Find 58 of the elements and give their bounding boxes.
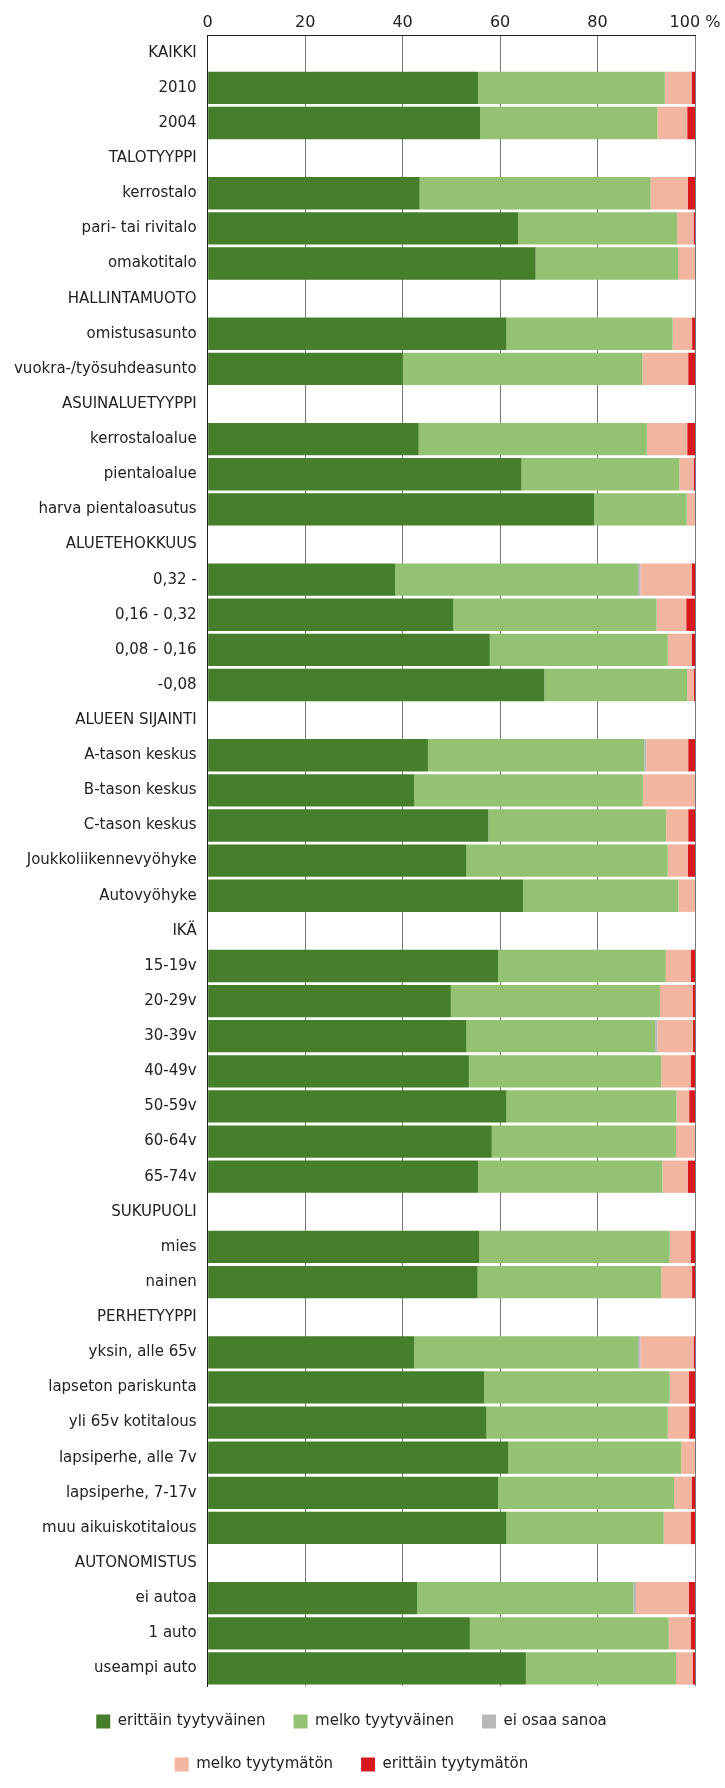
y-tick-label: 2004 [158, 112, 197, 131]
y-tick-label: 0,08 - 0,16 [114, 639, 197, 658]
x-tick-label: 100 % [669, 11, 721, 31]
y-tick-label: Autovyöhyke [99, 885, 197, 904]
y-tick-label: lapseton pariskunta [48, 1377, 197, 1396]
y-tick-label: kerrostalo [122, 183, 197, 202]
y-tick-label: pientaloalue [103, 464, 197, 483]
y-tick-label: C-tason keskus [83, 815, 197, 834]
y-tick-label: IKÄ [172, 919, 198, 939]
y-tick-label: B-tason keskus [83, 780, 197, 799]
legend-label: melko tyytyväinen [315, 1711, 455, 1730]
y-tick-label: useampi auto [94, 1658, 197, 1677]
x-tick-label: 60 [489, 11, 511, 31]
y-tick-label: 20-29v [144, 990, 197, 1009]
y-tick-label: 50-59v [144, 1096, 197, 1115]
y-tick-label: AUTONOMISTUS [74, 1552, 197, 1571]
y-tick-label: mies [160, 1236, 197, 1255]
x-tick-label: 80 [587, 11, 608, 31]
legend-label: erittäin tyytymätön [382, 1754, 529, 1773]
y-tick-label: harva pientaloasutus [38, 499, 197, 518]
y-tick-label: Joukkoliikennevyöhyke [25, 850, 197, 869]
legend-label: ei osaa sanoa [503, 1711, 607, 1730]
y-tick-label: 60-64v [144, 1131, 197, 1150]
y-tick-label: 40-49v [144, 1061, 197, 1080]
y-tick-label: TALOTYYPPI [107, 148, 197, 167]
y-tick-label: -0,08 [157, 674, 197, 693]
y-tick-label: lapsiperhe, alle 7v [58, 1447, 197, 1466]
y-tick-label: 15-19v [144, 955, 197, 974]
y-tick-label: PERHETYYPPI [96, 1307, 197, 1326]
y-tick-label: 0,32 - [153, 569, 197, 588]
y-tick-label: 65-74v [144, 1166, 197, 1185]
y-tick-label: ALUEEN SIJAINTI [75, 710, 197, 728]
y-tick-label: omistusasunto [86, 323, 197, 342]
y-tick-label: omakotitalo [107, 253, 197, 272]
y-tick-label: vuokra-/työsuhdeasunto [13, 358, 197, 377]
legend-label: erittäin tyytyväinen [117, 1711, 266, 1730]
y-tick-label: 2010 [158, 77, 197, 96]
y-tick-label: 30-39v [144, 1026, 197, 1045]
y-tick-label: HALLINTAMUOTO [67, 288, 197, 307]
y-tick-label: SUKUPUOLI [111, 1201, 197, 1220]
x-tick-label: 0 [202, 11, 213, 31]
legend-label: melko tyytymätön [196, 1754, 334, 1773]
y-tick-label: kerrostaloalue [90, 429, 197, 448]
y-tick-label: 0,16 - 0,32 [114, 604, 197, 623]
y-tick-label: 1 auto [148, 1623, 197, 1642]
y-tick-label: ALUETEHOKKUUS [65, 534, 197, 553]
x-tick-label: 40 [392, 11, 413, 31]
y-tick-label: ASUINALUETYYPPI [61, 393, 197, 412]
y-tick-label: KAIKKI [148, 42, 197, 61]
y-tick-label: yksin, alle 65v [88, 1342, 197, 1361]
y-tick-label: pari- tai rivitalo [81, 218, 197, 237]
y-tick-label: lapsiperhe, 7-17v [65, 1482, 197, 1501]
y-tick-label: A-tason keskus [84, 745, 197, 764]
y-tick-label: ei autoa [135, 1588, 197, 1607]
x-tick-label: 20 [294, 11, 316, 31]
y-tick-label: nainen [145, 1271, 197, 1290]
y-tick-label: yli 65v kotitalous [68, 1412, 197, 1431]
y-tick-label: muu aikuiskotitalous [42, 1517, 197, 1536]
